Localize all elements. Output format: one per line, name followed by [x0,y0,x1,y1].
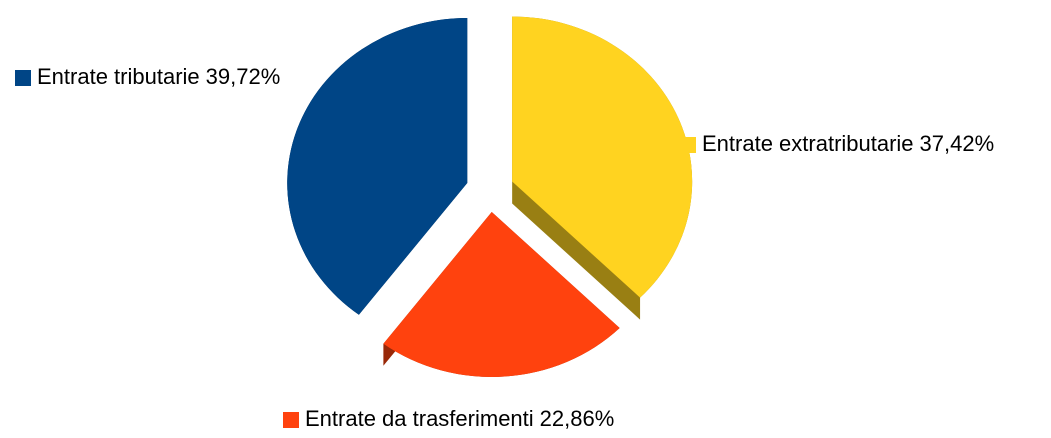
category-label: Entrate da trasferimenti [305,406,534,431]
value-label: 37,42% [920,131,995,156]
slice-label: Entrate da trasferimenti 22,86% [305,406,614,431]
category-label: Entrate extratributarie [702,131,914,156]
legend-swatch [680,137,696,153]
value-label: 39,72% [206,64,281,89]
slice-label: Entrate extratributarie 37,42% [702,131,994,156]
value-label: 22,86% [540,406,615,431]
legend-swatch [15,70,31,86]
slice [512,16,693,298]
slice [383,211,620,377]
category-label: Entrate tributarie [37,64,200,89]
slice [287,18,468,315]
legend-swatch [283,412,299,428]
slice-label: Entrate tributarie 39,72% [37,64,280,89]
